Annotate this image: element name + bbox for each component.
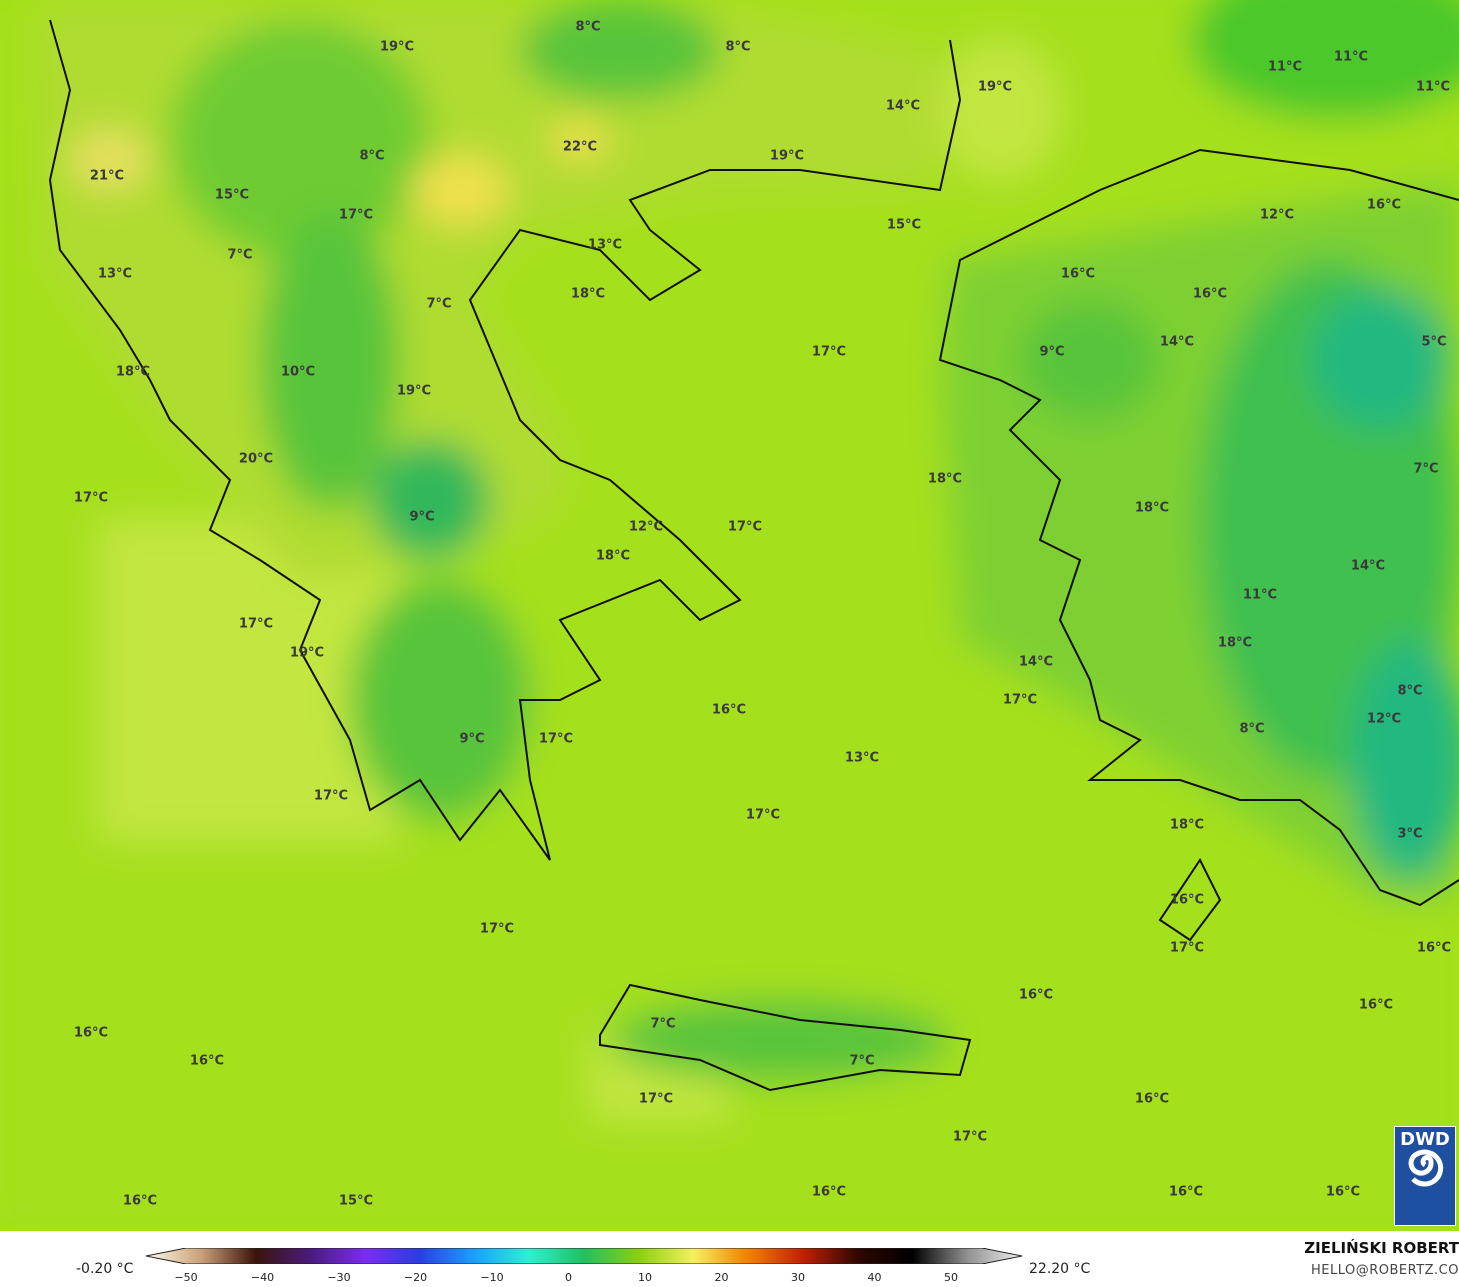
legend-max-label: 22.20 °C [1029,1261,1091,1277]
legend-tick: 20 [714,1271,729,1284]
temperature-label: 13°C [97,266,133,282]
temperature-label: 16°C [1366,197,1402,213]
temperature-label: 3°C [1397,826,1423,842]
temperature-label: 17°C [1002,692,1038,708]
temperature-label: 17°C [479,921,515,937]
temperature-label: 18°C [1169,817,1205,833]
temperature-label: 15°C [338,1193,374,1209]
temperature-label: 5°C [1421,334,1447,350]
temperature-label: 18°C [1217,635,1253,651]
temperature-label: 8°C [1239,721,1265,737]
temperature-label: 17°C [638,1091,674,1107]
temperature-label: 12°C [1366,711,1402,727]
temperature-label: 17°C [727,519,763,535]
temperature-label: 20°C [238,451,274,467]
temperature-label: 8°C [725,39,751,55]
legend-tick: −30 [327,1271,351,1284]
legend-tick: 40 [867,1271,882,1284]
dwd-logo: DWD [1394,1126,1456,1226]
temperature-label: 16°C [711,702,747,718]
legend-tick: −10 [480,1271,504,1284]
temperature-label: 18°C [570,286,606,302]
temperature-label: 17°C [1169,940,1205,956]
temperature-label: 9°C [459,731,485,747]
legend-min-label: -0.20 °C [76,1261,134,1277]
temperature-label: 22°C [562,139,598,155]
temperature-label: 16°C [1358,997,1394,1013]
temperature-label: 14°C [1018,654,1054,670]
temperature-label: 11°C [1267,59,1303,75]
temperature-label: 14°C [885,98,921,114]
temperature-label: 16°C [1416,940,1452,956]
temperature-label: 15°C [886,217,922,233]
author-credit: ZIELIŃSKI ROBERT [1304,1239,1459,1257]
temperature-label: 16°C [1192,286,1228,302]
author-email: HELLO@ROBERTZ.CO [1310,1263,1459,1278]
temperature-label: 10°C [280,364,316,380]
temperature-label: 11°C [1242,587,1278,603]
temperature-label: 8°C [575,19,601,35]
legend-tick: −40 [250,1271,275,1284]
temperature-label: 17°C [73,490,109,506]
temperature-label: 19°C [379,39,415,55]
temperature-label: 11°C [1415,79,1451,95]
temperature-label: 9°C [1039,344,1065,360]
temperature-label: 15°C [214,187,250,203]
temperature-label: 16°C [1325,1184,1361,1200]
temperature-label: 17°C [338,207,374,223]
legend-tick: −20 [403,1271,428,1284]
temperature-label: 16°C [1134,1091,1170,1107]
temperature-label: 16°C [811,1184,847,1200]
temperature-label: 17°C [538,731,574,747]
temperature-label: 7°C [227,247,253,263]
coastlines [48,19,1459,1092]
temperature-label: 19°C [396,383,432,399]
temperature-label: 21°C [89,168,125,184]
temperature-label: 16°C [1169,892,1205,908]
swirl-icon [1408,1149,1444,1187]
temperature-label: 18°C [1134,500,1170,516]
temperature-label: 17°C [952,1129,988,1145]
temperature-label: 9°C [409,509,435,525]
temperature-label: 18°C [115,364,151,380]
temperature-label: 7°C [1413,461,1439,477]
temperature-label: 13°C [587,237,623,253]
temperature-label: 19°C [289,645,325,661]
temperature-label: 17°C [238,616,274,632]
temperature-label: 7°C [426,296,452,312]
temperature-label: 12°C [1259,207,1295,223]
temperature-label: 16°C [189,1053,225,1069]
temperature-label: 7°C [849,1053,875,1069]
map-fields [0,0,1459,1231]
temperature-label: 7°C [650,1016,676,1032]
legend-tick: 50 [944,1271,958,1284]
colorbar [146,1248,1022,1264]
temperature-label: 16°C [1168,1184,1204,1200]
temperature-label: 16°C [73,1025,109,1041]
temperature-label: 14°C [1159,334,1195,350]
temperature-label: 18°C [595,548,631,564]
color-legend: -0.20 °C −50 −40 −30 −20 −10 0 10 20 30 40 50 22.2… [0,1231,1459,1287]
temperature-label: 12°C [628,519,664,535]
legend-tick: 30 [791,1271,805,1284]
temperature-label: 16°C [1018,987,1054,1003]
legend-tick: 0 [565,1271,572,1284]
temperature-label: 16°C [1060,266,1096,282]
temperature-label: 17°C [811,344,847,360]
temperature-label: 17°C [313,788,349,804]
legend-tick: −50 [174,1271,198,1284]
legend-tick: 10 [638,1271,652,1284]
temperature-label: 19°C [769,148,805,164]
temperature-label: 8°C [359,148,385,164]
dwd-logo-text: DWD [1400,1129,1450,1150]
temperature-map: 19°C 8°C 8°C 11°C 11°C 11°C 19°C 14°C 22°C 19°C 21… [0,0,1459,1231]
temperature-label: 11°C [1333,49,1369,65]
temperature-label: 16°C [122,1193,158,1209]
temperature-label: 19°C [977,79,1013,95]
temperature-label: 18°C [927,471,963,487]
temperature-label: 8°C [1397,683,1423,699]
temperature-label: 13°C [844,750,880,766]
temperature-label: 14°C [1350,558,1386,574]
temperature-label: 17°C [745,807,781,823]
